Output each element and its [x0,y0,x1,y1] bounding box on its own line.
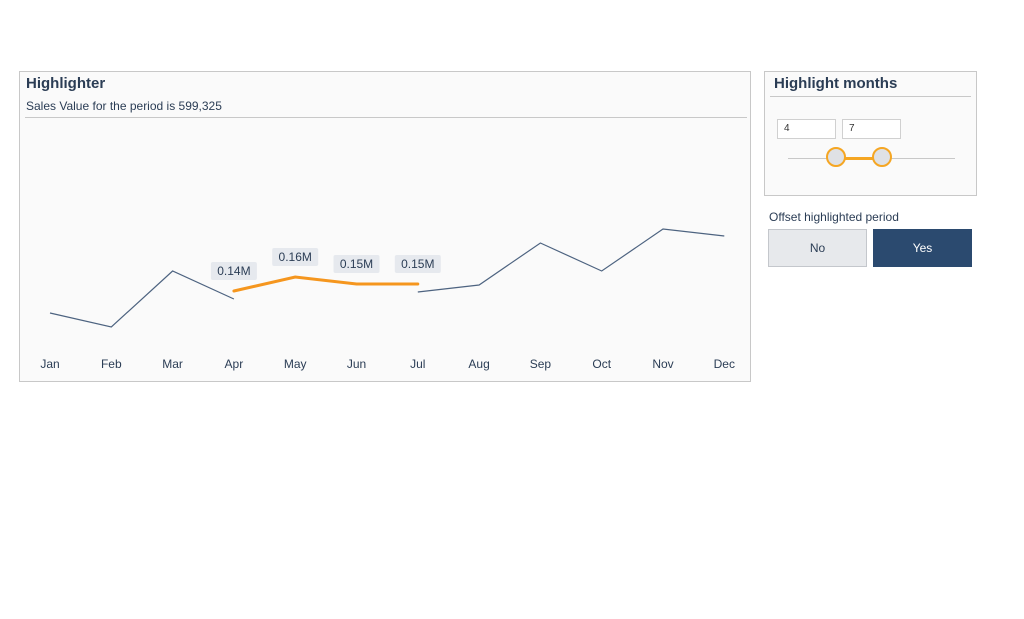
title-divider [25,117,747,118]
x-tick-label: Jul [410,357,425,371]
x-tick-label: Jan [40,357,59,371]
slider-selected-range [836,157,882,160]
x-tick-label: Oct [592,357,611,371]
data-label-background [272,248,319,266]
line-chart: Jan Feb Mar Apr May Jun Jul Aug Sep Oct Nov Dec 0.14… [40,228,735,371]
highlight-months-card: Highlight months 4 7 [764,71,977,196]
data-label-background [394,255,441,273]
offset-yes-button[interactable]: Yes [873,229,972,267]
data-label-background [333,255,380,273]
highlighted-period-line [232,275,420,293]
offset-no-button[interactable]: No [768,229,867,267]
x-tick-label: Dec [714,357,735,371]
range-start-input[interactable]: 4 [777,119,836,139]
slider-start-handle[interactable] [826,147,846,167]
x-tick-label: Feb [101,357,122,371]
x-tick-label: Sep [530,357,552,371]
series-line-after [417,228,725,293]
data-label: 0.14M [217,264,250,278]
side-divider [770,96,971,97]
slider-end-handle[interactable] [872,147,892,167]
x-tick-label: May [284,357,307,371]
data-label: 0.16M [279,250,312,264]
sales-value-subtitle: Sales Value for the period is 599,325 [26,99,222,113]
data-label-background [210,262,257,280]
card-title: Highlighter [26,75,106,92]
data-label: 0.15M [401,257,434,271]
offset-title: Offset highlighted period [769,210,899,224]
highlight-months-title: Highlight months [774,75,898,92]
range-end-input[interactable]: 7 [842,119,901,139]
x-tick-label: Apr [225,357,244,371]
series-line-before [49,270,235,328]
x-tick-label: Jun [347,357,366,371]
highlighter-card: Highlighter Sales Value for the period i… [19,71,751,382]
x-tick-label: Nov [652,357,673,371]
x-tick-label: Mar [162,357,183,371]
data-label: 0.15M [340,257,373,271]
x-tick-label: Aug [468,357,489,371]
